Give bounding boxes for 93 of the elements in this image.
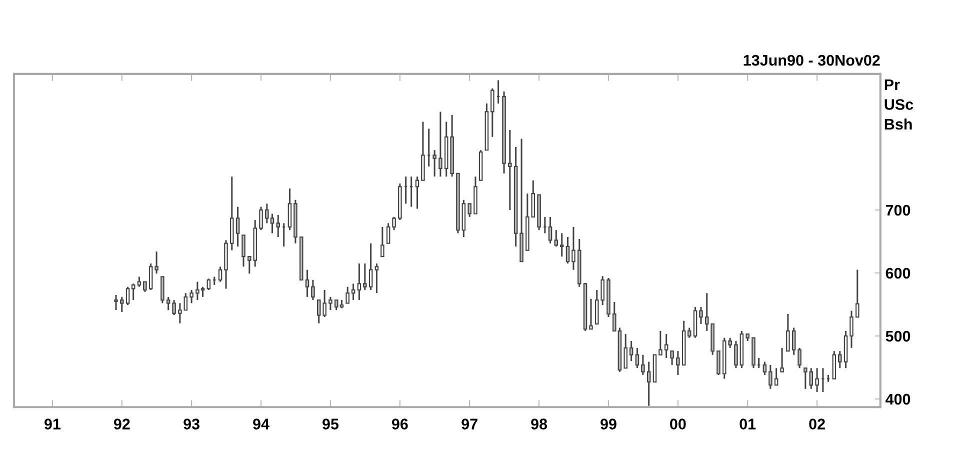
candlestick bbox=[798, 347, 802, 369]
candlestick bbox=[762, 361, 767, 376]
candlestick bbox=[838, 350, 842, 369]
candlestick bbox=[432, 149, 436, 178]
candlestick bbox=[560, 232, 564, 258]
y-tick-label: 500 bbox=[886, 330, 910, 342]
y-tick-label: 600 bbox=[886, 268, 910, 279]
y-tick-label: 400 bbox=[886, 394, 910, 405]
x-tick-label: 02 bbox=[809, 418, 825, 430]
candlestick bbox=[658, 330, 662, 356]
x-tick-label: 97 bbox=[462, 418, 478, 430]
candlestick bbox=[120, 296, 124, 313]
candlestick bbox=[346, 286, 350, 304]
candlestick bbox=[363, 262, 367, 291]
candlestick bbox=[166, 296, 170, 311]
candlestick bbox=[236, 206, 240, 248]
candlestick bbox=[809, 367, 814, 390]
candlestick bbox=[351, 282, 356, 301]
y-axis-title: Pr USc Bsh bbox=[884, 79, 914, 130]
candlestick bbox=[131, 282, 136, 301]
candlestick bbox=[143, 281, 147, 293]
x-tick-label: 00 bbox=[670, 418, 686, 430]
candlestick bbox=[664, 333, 668, 359]
candlestick bbox=[178, 302, 182, 324]
candlestick bbox=[259, 206, 263, 231]
candlestick bbox=[328, 296, 332, 311]
x-tick-label: 92 bbox=[114, 418, 130, 430]
candlestick bbox=[160, 276, 164, 304]
candlestick bbox=[572, 226, 576, 271]
candlestick bbox=[641, 354, 645, 376]
candlestick bbox=[832, 350, 836, 380]
candlestick bbox=[554, 229, 558, 248]
candlestick bbox=[646, 361, 651, 407]
candlestick bbox=[415, 176, 420, 210]
candlestick bbox=[184, 292, 188, 311]
candlestick bbox=[114, 294, 118, 311]
candlestick bbox=[780, 347, 784, 373]
candlestick bbox=[316, 299, 321, 324]
candlestick bbox=[792, 326, 796, 356]
candlestick bbox=[734, 340, 738, 369]
candlestick bbox=[624, 333, 628, 369]
candlestick bbox=[322, 289, 326, 318]
x-tick-label: 93 bbox=[184, 418, 200, 430]
x-tick-label: 95 bbox=[322, 418, 339, 430]
candlestick bbox=[380, 226, 384, 258]
x-tick-label: 01 bbox=[740, 418, 756, 430]
candlestick bbox=[850, 310, 854, 349]
candlestick bbox=[716, 350, 720, 376]
candlestick bbox=[206, 278, 211, 291]
candlestick bbox=[676, 350, 680, 376]
x-tick-label: 94 bbox=[253, 418, 270, 430]
candlestick bbox=[468, 202, 472, 218]
candlestick bbox=[334, 299, 338, 311]
candlestick bbox=[804, 367, 808, 390]
candlestick bbox=[490, 88, 494, 138]
x-tick-label: 91 bbox=[44, 418, 61, 430]
candlestick bbox=[242, 234, 246, 268]
candlestick bbox=[815, 367, 819, 393]
candlestick bbox=[311, 279, 315, 301]
candlestick bbox=[137, 276, 142, 288]
candlestick bbox=[368, 242, 373, 291]
candlestick bbox=[392, 216, 396, 231]
candlestick bbox=[154, 250, 158, 274]
candlestick bbox=[276, 214, 280, 238]
candlestick bbox=[508, 129, 512, 211]
candlestick bbox=[699, 306, 703, 325]
candlestick bbox=[126, 286, 130, 306]
candlestick bbox=[190, 289, 194, 304]
x-tick-label: 98 bbox=[531, 418, 548, 430]
chart-title: 13Jun90 - 30Nov02 bbox=[744, 54, 880, 66]
candlestick bbox=[589, 298, 593, 330]
candlestick bbox=[148, 262, 153, 291]
candlestick bbox=[548, 216, 552, 244]
y-tick-label: 700 bbox=[886, 204, 910, 216]
candlestick bbox=[172, 299, 176, 316]
candlestick bbox=[357, 262, 362, 301]
candlestick bbox=[635, 347, 640, 369]
candlestick bbox=[774, 367, 778, 386]
candlestick bbox=[670, 350, 674, 366]
candlestick bbox=[786, 313, 790, 352]
candlestick bbox=[566, 236, 570, 264]
candlestick bbox=[768, 364, 772, 390]
candlestick bbox=[288, 188, 292, 231]
candlestick bbox=[856, 269, 860, 318]
candlestick bbox=[629, 340, 634, 362]
candlestick bbox=[305, 269, 310, 298]
candlestick bbox=[687, 326, 692, 339]
x-tick-label: 96 bbox=[392, 418, 408, 430]
candlestick bbox=[218, 266, 222, 283]
candlestick bbox=[374, 262, 379, 294]
x-tick-label: 99 bbox=[600, 418, 616, 430]
candlestick bbox=[386, 222, 390, 244]
candlestick bbox=[438, 110, 442, 178]
